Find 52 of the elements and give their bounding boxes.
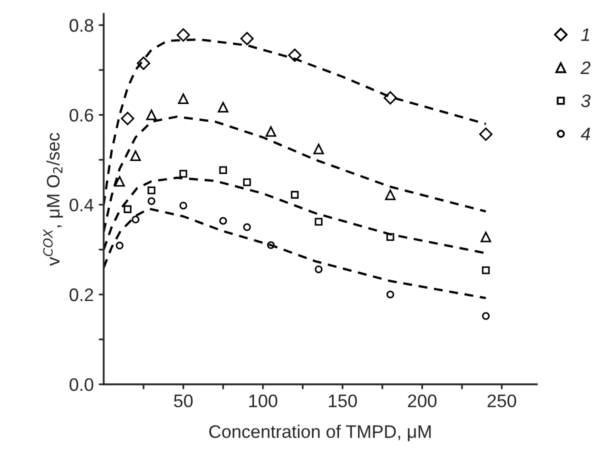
y-tick-label: 0.6 [70, 108, 94, 122]
point [124, 205, 132, 214]
legend-label: 3 [581, 94, 591, 108]
point [130, 150, 141, 162]
point [288, 48, 302, 62]
point [314, 218, 323, 226]
point [243, 223, 251, 232]
y-tick-label: 0.8 [70, 19, 94, 32]
point [480, 232, 492, 242]
point [243, 178, 251, 186]
point [384, 91, 397, 105]
point [136, 56, 150, 70]
x-tick-label: 100 [249, 394, 278, 408]
point [267, 241, 275, 249]
point [179, 202, 188, 210]
point [148, 186, 156, 194]
x-tick-label: 50 [174, 394, 193, 408]
point [266, 126, 276, 137]
point [482, 266, 490, 274]
point [385, 190, 396, 200]
point [219, 216, 228, 225]
y-tick-label: 0.4 [70, 198, 94, 212]
y-tick-label: 0.2 [70, 288, 94, 302]
point [148, 197, 156, 205]
point [386, 233, 394, 241]
x-axis-title: Concentration of TMPD, μM [209, 424, 431, 442]
point [146, 110, 157, 120]
point [114, 176, 125, 187]
point [116, 242, 124, 250]
y-tick-label: 0.0 [70, 378, 94, 392]
point [290, 190, 299, 199]
x-tick-label: 150 [328, 394, 357, 408]
x-tick-label: 250 [488, 394, 516, 408]
point [120, 112, 134, 126]
point [386, 290, 394, 298]
point [479, 128, 493, 141]
point [313, 144, 324, 154]
y-axis-title: v$^{COX}$, μM O$_{2}$/sec [43, 132, 63, 266]
legend-label: 2 [580, 61, 590, 74]
point [219, 166, 228, 174]
point [179, 170, 188, 178]
point [176, 28, 190, 42]
point [218, 102, 228, 113]
point [482, 312, 490, 320]
line-series [104, 208, 487, 300]
point [314, 265, 323, 274]
point [178, 93, 189, 104]
point [240, 32, 254, 46]
x-tick-label: 200 [408, 394, 437, 408]
legend-label: 4 [580, 128, 590, 140]
point [132, 216, 140, 224]
legend-label: 1 [581, 28, 590, 41]
